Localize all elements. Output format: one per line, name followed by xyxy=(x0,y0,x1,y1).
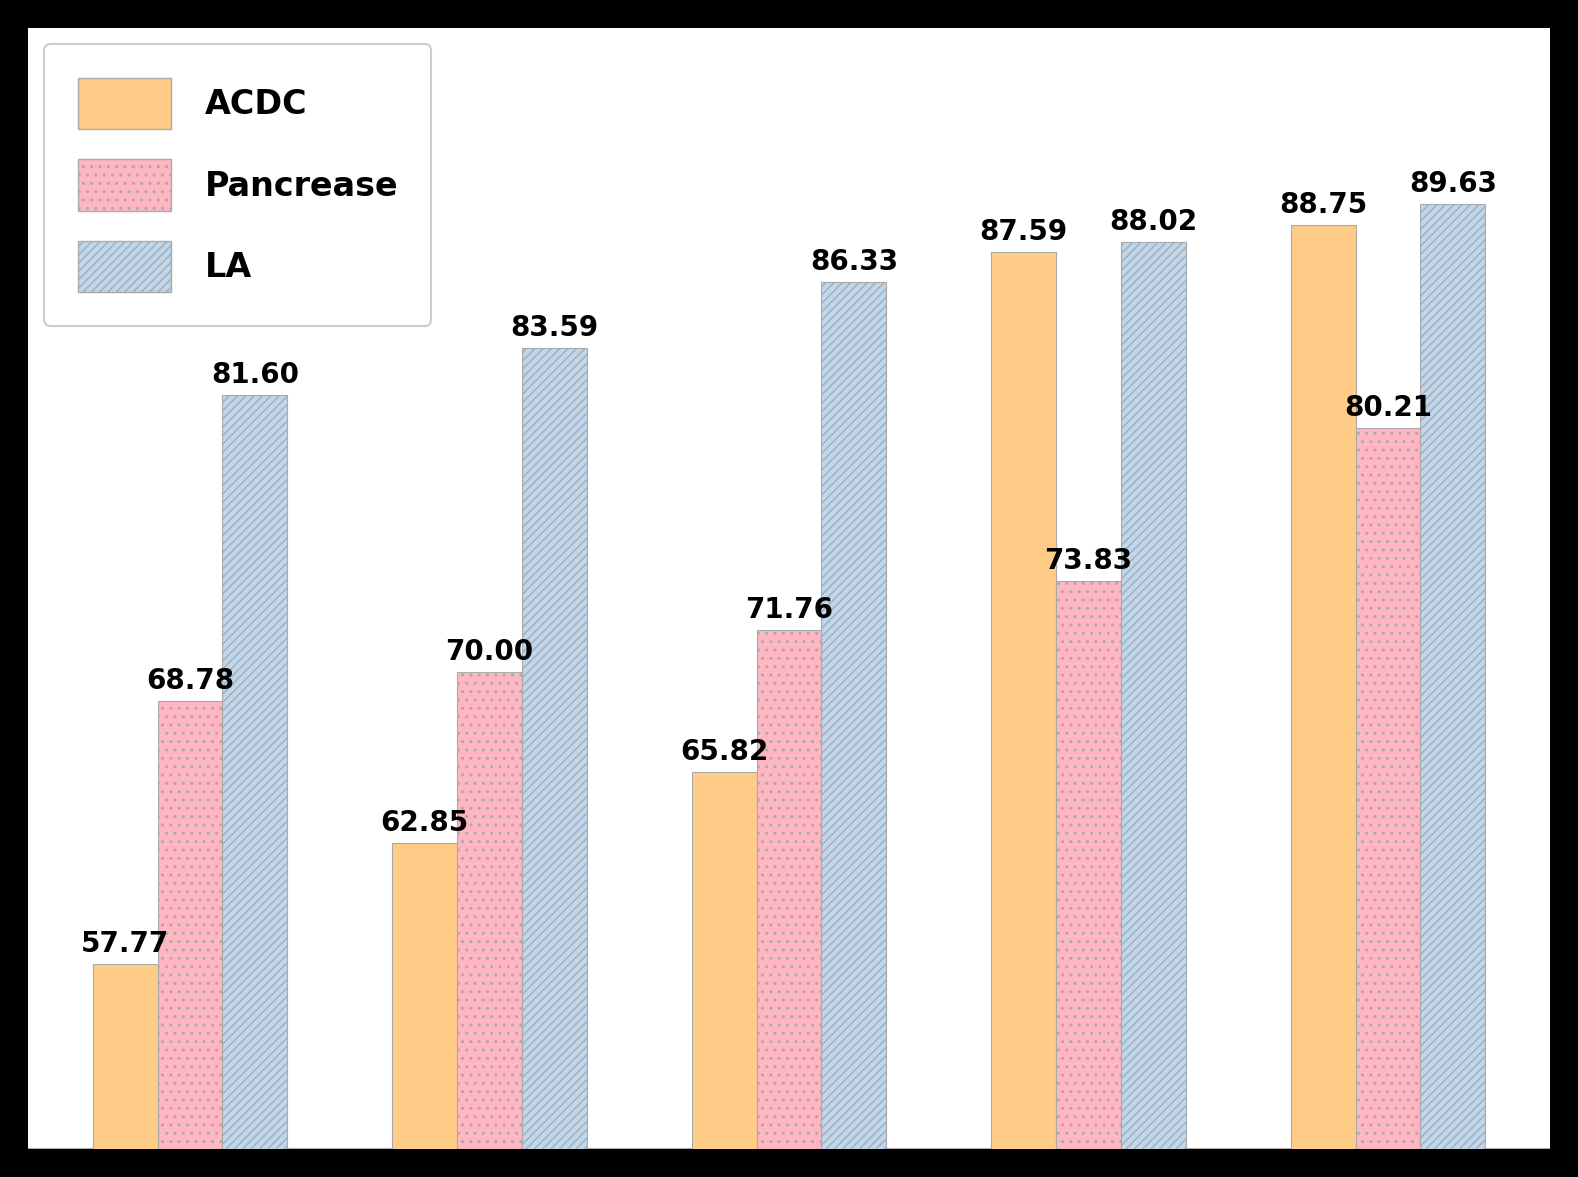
Bar xyxy=(1420,204,1485,1177)
Text: 86.33: 86.33 xyxy=(810,248,898,277)
Bar xyxy=(1056,580,1120,1177)
Bar xyxy=(522,347,587,1177)
Bar xyxy=(1120,242,1185,1177)
Bar xyxy=(991,252,1056,1177)
Text: 57.77: 57.77 xyxy=(80,930,169,958)
Bar xyxy=(458,672,522,1177)
Text: 88.75: 88.75 xyxy=(1280,191,1367,219)
Bar xyxy=(1356,428,1420,1177)
Bar xyxy=(691,772,756,1177)
Text: 62.85: 62.85 xyxy=(380,809,469,837)
Text: 73.83: 73.83 xyxy=(1045,546,1133,574)
Text: 65.82: 65.82 xyxy=(680,738,768,766)
Bar xyxy=(1291,225,1356,1177)
Text: 71.76: 71.76 xyxy=(745,596,833,624)
Text: 83.59: 83.59 xyxy=(510,314,598,341)
Text: 68.78: 68.78 xyxy=(145,667,234,696)
Text: 88.02: 88.02 xyxy=(1109,208,1198,237)
Text: 80.21: 80.21 xyxy=(1344,394,1431,423)
Text: 70.00: 70.00 xyxy=(445,638,533,666)
Bar xyxy=(756,630,822,1177)
Bar xyxy=(822,282,887,1177)
Legend: ACDC, Pancrease, LA: ACDC, Pancrease, LA xyxy=(44,45,431,326)
Bar xyxy=(158,701,222,1177)
Bar xyxy=(222,395,287,1177)
Bar xyxy=(393,843,458,1177)
Text: 89.63: 89.63 xyxy=(1409,169,1498,198)
Text: 87.59: 87.59 xyxy=(980,219,1068,246)
Bar xyxy=(93,964,158,1177)
Text: 81.60: 81.60 xyxy=(211,361,298,390)
